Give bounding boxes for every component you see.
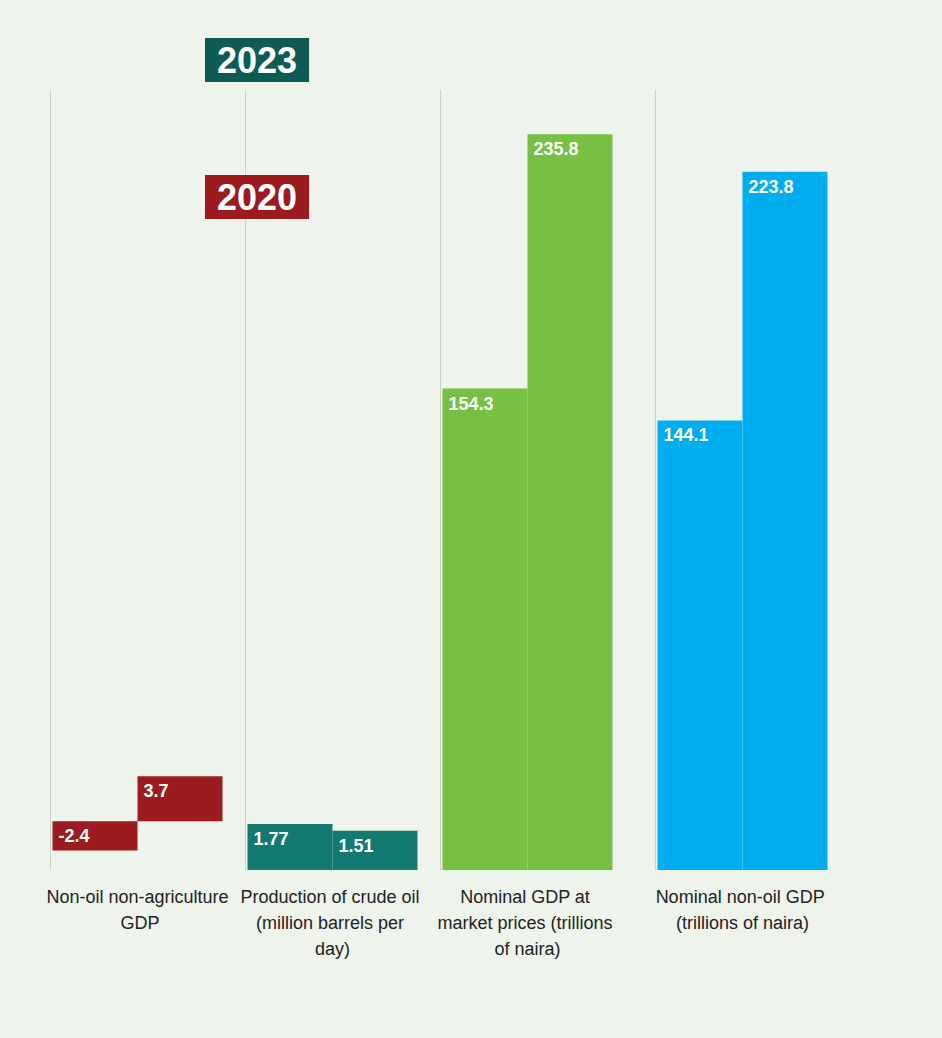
svg-text:1.77: 1.77 <box>254 829 289 849</box>
svg-text:3.7: 3.7 <box>144 781 169 801</box>
svg-text:Non-oil non-agriculture: Non-oil non-agriculture <box>46 887 228 907</box>
svg-text:GDP: GDP <box>115 913 159 933</box>
svg-text:(million barrels per: (million barrels per <box>256 913 409 933</box>
svg-text:2020: 2020 <box>217 177 297 218</box>
svg-text:154.3: 154.3 <box>449 394 494 414</box>
svg-text:Production of crude oil: Production of crude oil <box>240 887 424 907</box>
svg-text:223.8: 223.8 <box>749 177 794 197</box>
svg-text:-2.4: -2.4 <box>59 826 90 846</box>
svg-text:(trillions of naira): (trillions of naira) <box>676 913 809 933</box>
svg-text:market prices (trillions: market prices (trillions <box>437 913 617 933</box>
svg-text:day): day) <box>315 939 350 959</box>
svg-text:Nominal non-oil GDP: Nominal non-oil GDP <box>656 887 830 907</box>
svg-text:235.8: 235.8 <box>534 139 579 159</box>
svg-text:of naira): of naira) <box>494 939 560 959</box>
svg-text:2023: 2023 <box>217 40 297 81</box>
svg-text:Nominal GDP at: Nominal GDP at <box>460 887 595 907</box>
svg-text:1.51: 1.51 <box>339 836 374 856</box>
svg-text:144.1: 144.1 <box>664 425 709 445</box>
